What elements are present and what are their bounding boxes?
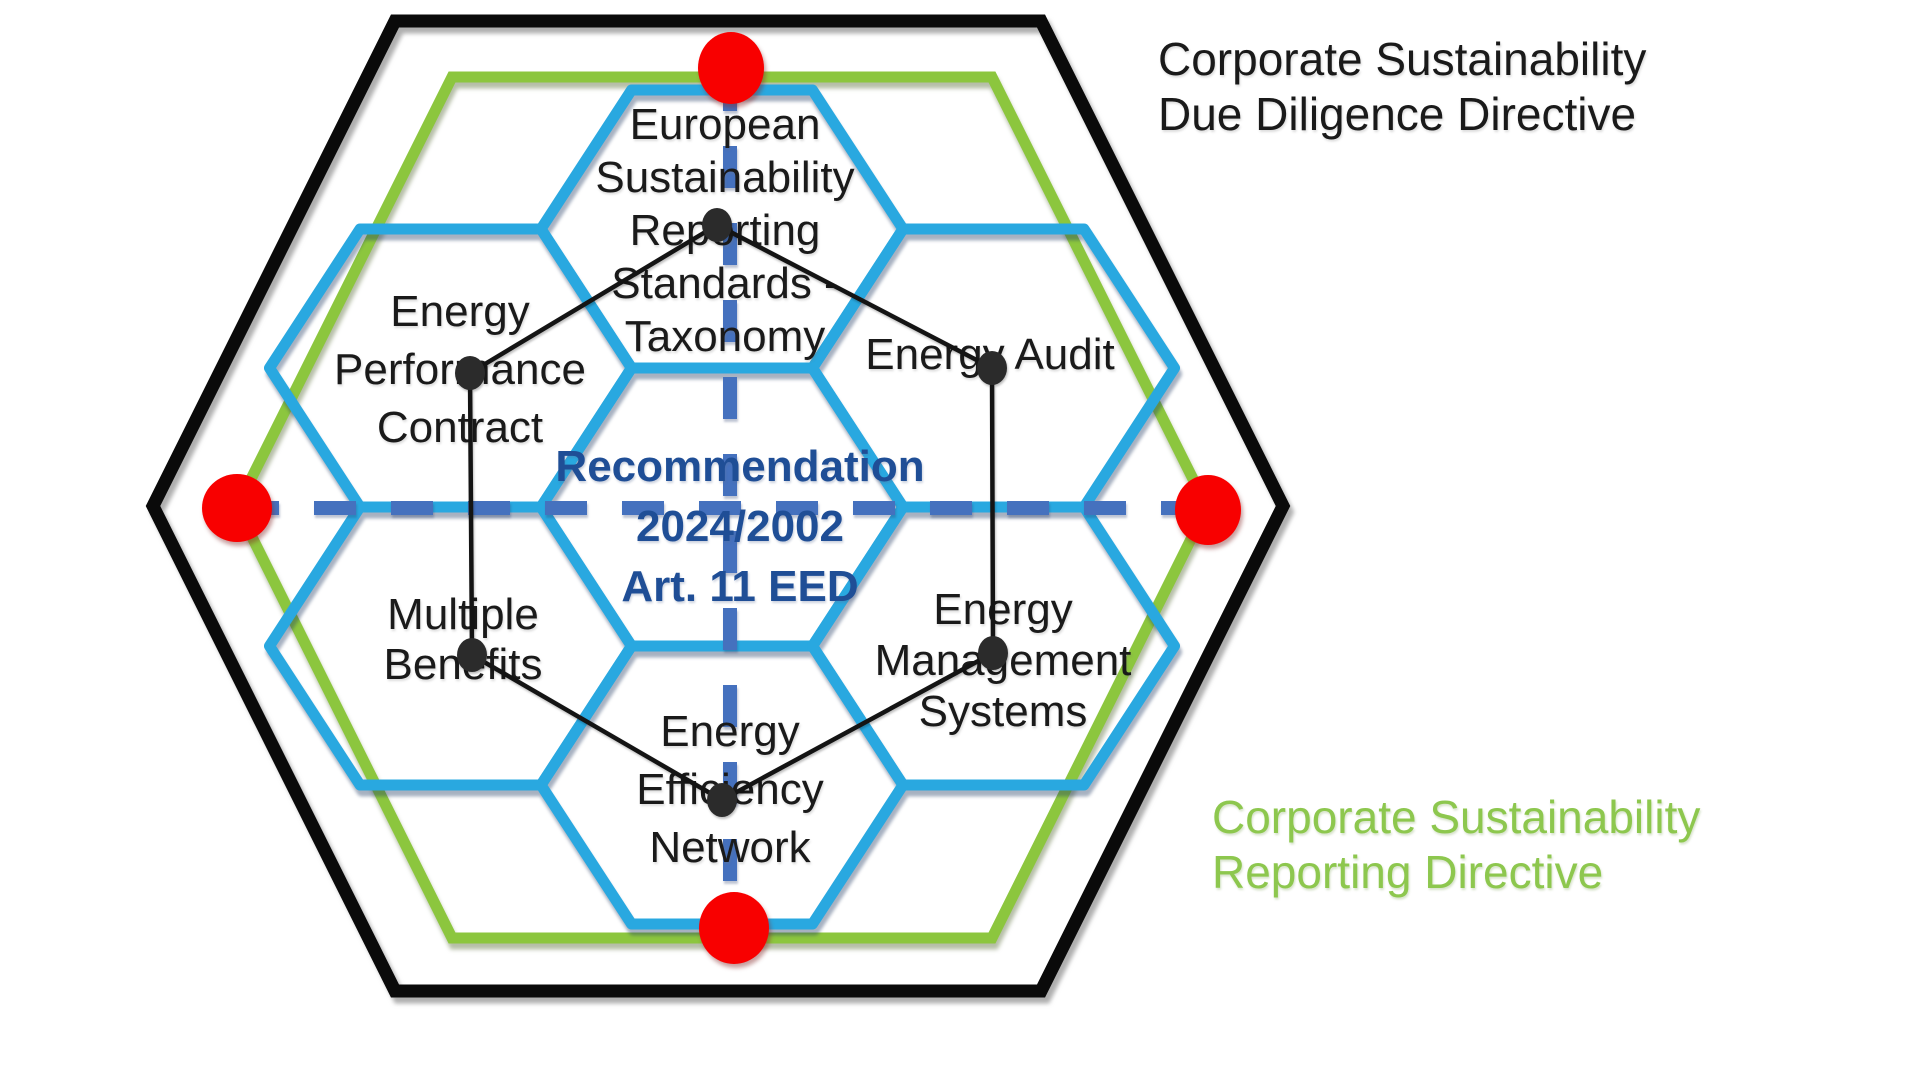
label-energy-efficiency-network: Energy Efficiency Network bbox=[636, 707, 824, 872]
label-european-sustainability-reporting-standards-taxonomy: European Sustainability Reporting Standa… bbox=[595, 100, 855, 361]
red-node-left bbox=[202, 474, 272, 542]
red-node-bottom bbox=[699, 892, 769, 964]
red-node-top bbox=[698, 32, 764, 104]
label-recommendation-2024-2002-art-11-eed: Recommendation 2024/2002 Art. 11 EED bbox=[555, 442, 925, 611]
label-multiple-benefits: Multiple Benefits bbox=[383, 590, 543, 689]
label-energy-management-systems: Energy Management Systems bbox=[874, 585, 1132, 736]
red-node-right bbox=[1175, 475, 1241, 545]
title-corporate-sustainability-reporting-directive: Corporate Sustainability Reporting Direc… bbox=[1212, 791, 1701, 898]
label-energy-audit: Energy Audit bbox=[865, 330, 1115, 379]
title-corporate-sustainability-due-diligence-directive: Corporate Sustainability Due Diligence D… bbox=[1158, 33, 1647, 140]
label-energy-performance-contract: Energy Performance Contract bbox=[334, 287, 586, 452]
